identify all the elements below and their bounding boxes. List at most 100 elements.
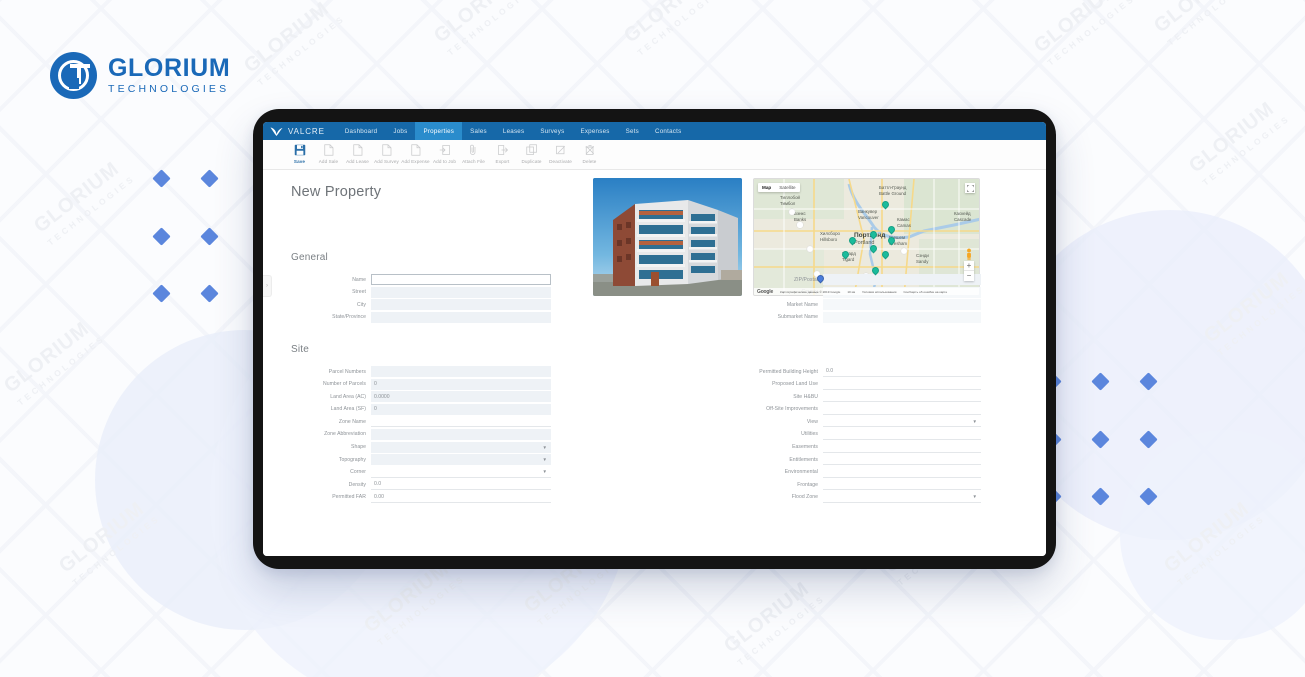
toolbar-add-expense-button[interactable]: Add Expense bbox=[401, 143, 430, 164]
nav-item-properties[interactable]: Properties bbox=[415, 122, 463, 140]
svg-text:Тиллобой: Тиллобой bbox=[780, 195, 801, 200]
field-select-view[interactable]: ▼ bbox=[823, 416, 981, 428]
field-input-proposed-land-use[interactable] bbox=[823, 379, 981, 390]
nav-item-dashboard[interactable]: Dashboard bbox=[344, 127, 378, 135]
field-input-entitlements[interactable] bbox=[823, 454, 981, 466]
form-row: Topography ▼ bbox=[291, 454, 551, 466]
field-input-submarket-name[interactable] bbox=[823, 311, 981, 323]
field-input-zip-postal[interactable] bbox=[823, 274, 981, 285]
field-input-easements[interactable] bbox=[823, 442, 981, 453]
field-label-market-name: Market Name bbox=[786, 301, 818, 308]
map-report-link[interactable]: Сообщить об ошибке на карте bbox=[903, 289, 948, 294]
export-icon bbox=[497, 143, 509, 157]
map-zoom-in-button[interactable]: + bbox=[964, 261, 974, 271]
sidebar-expand-handle[interactable]: › bbox=[263, 275, 272, 297]
form-row: Parcel Numbers bbox=[291, 366, 551, 377]
nav-item-sets[interactable]: Sets bbox=[625, 127, 640, 135]
toolbar-add-survey-button[interactable]: Add Survey bbox=[372, 143, 401, 164]
field-select-topography[interactable]: ▼ bbox=[371, 454, 551, 466]
chevron-down-icon[interactable]: ▼ bbox=[972, 494, 977, 500]
chevron-down-icon[interactable]: ▼ bbox=[542, 444, 547, 450]
toolbar-add-lease-button[interactable]: Add Lease bbox=[343, 143, 372, 164]
field-input-environmental[interactable] bbox=[823, 467, 981, 478]
decor-circle bbox=[1120, 430, 1305, 640]
add-lease-icon bbox=[352, 143, 363, 157]
nav-item-surveys[interactable]: Surveys bbox=[540, 127, 565, 135]
toolbar-label: Export bbox=[495, 159, 510, 164]
field-label-flood-zone: Flood Zone bbox=[791, 494, 818, 501]
nav-item-expenses[interactable]: Expenses bbox=[580, 127, 610, 135]
form-row: Utilities bbox=[721, 429, 981, 440]
toolbar-attach-file-button[interactable]: Attach File bbox=[459, 143, 488, 164]
field-input-zone-abbreviation[interactable] bbox=[371, 428, 551, 440]
field-label-permitted-building-height: Permitted Building Height bbox=[759, 368, 818, 375]
field-input-site-h-bu[interactable] bbox=[823, 391, 981, 403]
form-row: Environmental bbox=[721, 467, 981, 478]
field-label-off-site-improvements: Off-Site Improvements bbox=[766, 406, 818, 413]
field-input-number-of-parcels[interactable]: 0 bbox=[371, 378, 551, 390]
content-area: › New Property bbox=[263, 170, 1046, 556]
field-input-name[interactable] bbox=[371, 274, 551, 285]
form-row: Shape ▼ bbox=[291, 441, 551, 453]
toolbar-label: Add Expense bbox=[401, 159, 430, 164]
nav-item-jobs[interactable]: Jobs bbox=[393, 127, 408, 135]
map-zoom-out-button[interactable]: − bbox=[966, 271, 972, 280]
field-input-density[interactable]: 0.0 bbox=[371, 479, 551, 491]
field-label-proposed-land-use: Proposed Land Use bbox=[772, 381, 818, 388]
field-input-land-area-ac[interactable]: 0.0000 bbox=[371, 391, 551, 403]
glorium-logo: GLORIUM TECHNOLOGIES bbox=[50, 52, 230, 99]
field-input-parcel-numbers[interactable] bbox=[371, 366, 551, 377]
toolbar-export-button[interactable]: Export bbox=[488, 143, 517, 164]
field-select-corner[interactable]: ▼ bbox=[371, 467, 551, 478]
field-select-shape[interactable]: ▼ bbox=[371, 441, 551, 453]
property-photo[interactable] bbox=[593, 178, 742, 296]
field-input-off-site-improvements[interactable] bbox=[823, 404, 981, 415]
toolbar-add-to-job-button[interactable]: Add to Job bbox=[430, 143, 459, 164]
toolbar-duplicate-button[interactable]: Duplicate bbox=[517, 143, 546, 164]
field-label-permitted-far: Permitted FAR bbox=[332, 494, 366, 501]
form-row: Proposed Land Use bbox=[721, 379, 981, 390]
field-input-land-area-sf[interactable]: 0 bbox=[371, 403, 551, 415]
fullscreen-icon[interactable] bbox=[965, 183, 975, 193]
field-label-environmental: Environmental bbox=[784, 469, 818, 476]
field-input-city[interactable] bbox=[371, 299, 551, 311]
map-terms-link[interactable]: Условия использования bbox=[862, 289, 897, 294]
form-row: Name bbox=[291, 274, 551, 285]
toolbar-delete-button[interactable]: Delete bbox=[575, 143, 604, 164]
chevron-down-icon[interactable]: ▼ bbox=[972, 418, 977, 424]
field-input-permitted-far[interactable]: 0.00 bbox=[371, 492, 551, 503]
field-select-flood-zone[interactable]: ▼ bbox=[823, 492, 981, 503]
field-input-street[interactable] bbox=[371, 286, 551, 298]
field-input-frontage[interactable] bbox=[823, 479, 981, 491]
field-label-density: Density bbox=[348, 481, 366, 488]
section-title-site: Site bbox=[291, 344, 310, 355]
svg-text:Хилсборо: Хилсборо bbox=[820, 231, 841, 236]
chevron-down-icon[interactable]: ▼ bbox=[542, 457, 547, 463]
street-view-pegman-icon[interactable] bbox=[965, 248, 973, 261]
field-label-site-h-bu: Site H&BU bbox=[793, 393, 818, 400]
form-row: Easements bbox=[721, 442, 981, 453]
site-right-fields: Permitted Building Height 0.0 Proposed Lan… bbox=[721, 366, 981, 505]
toolbar-deactivate-button[interactable]: Deactivate bbox=[546, 143, 575, 164]
field-label-topography: Topography bbox=[338, 456, 366, 463]
toolbar-add-sale-button[interactable]: Add Sale bbox=[314, 143, 343, 164]
chevron-down-icon[interactable]: ▼ bbox=[542, 469, 547, 475]
field-input-zone-name[interactable] bbox=[371, 416, 551, 428]
map-type-map[interactable]: Map bbox=[758, 183, 776, 192]
svg-text:Баттл-Граунд: Баттл-Граунд bbox=[879, 185, 907, 190]
map-type-satellite[interactable]: Satellite bbox=[775, 183, 800, 192]
field-input-market-name[interactable] bbox=[823, 299, 981, 311]
field-input-utilities[interactable] bbox=[823, 429, 981, 440]
field-input-permitted-building-height[interactable]: 0.0 bbox=[823, 366, 981, 377]
field-input-state-province[interactable] bbox=[371, 311, 551, 323]
valcre-brand[interactable]: VALCRE bbox=[270, 126, 325, 137]
field-label-parcel-numbers: Parcel Numbers bbox=[328, 368, 366, 375]
field-value: 0.0 bbox=[374, 481, 382, 488]
nav-item-contacts[interactable]: Contacts bbox=[655, 127, 682, 135]
valcre-bird-icon bbox=[270, 127, 283, 136]
toolbar-label: Add to Job bbox=[433, 159, 456, 164]
nav-item-sales[interactable]: Sales bbox=[470, 127, 487, 135]
toolbar-save-button[interactable]: Save bbox=[285, 143, 314, 164]
nav-item-leases[interactable]: Leases bbox=[502, 127, 525, 135]
